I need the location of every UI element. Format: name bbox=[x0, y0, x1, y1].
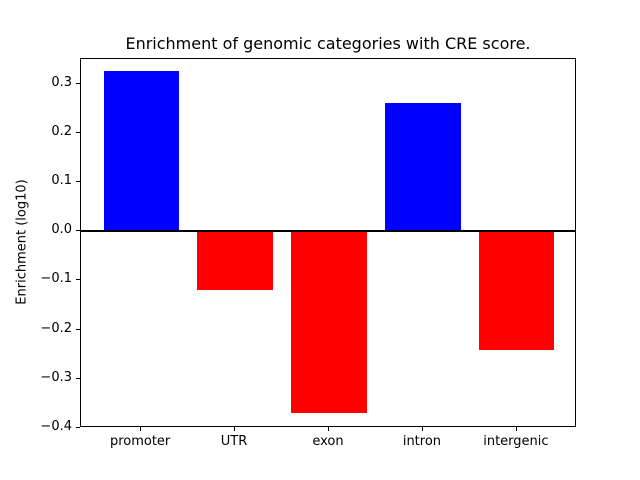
x-tick-label-exon: exon bbox=[312, 434, 344, 449]
bar-exon bbox=[291, 231, 367, 414]
y-tick-mark bbox=[76, 377, 80, 379]
zero-reference-line bbox=[81, 230, 575, 233]
y-tick-label: −0.1 bbox=[40, 271, 72, 287]
y-tick-mark bbox=[76, 181, 80, 182]
x-tick-mark bbox=[328, 427, 329, 431]
plot-area bbox=[80, 58, 576, 427]
y-tick-mark bbox=[76, 328, 80, 330]
bar-promoter bbox=[103, 71, 179, 232]
x-tick-mark bbox=[421, 427, 423, 431]
y-tick-label: −0.3 bbox=[40, 369, 72, 385]
x-tick-mark bbox=[234, 427, 236, 431]
y-tick-mark bbox=[76, 230, 80, 232]
bar-UTR bbox=[197, 231, 273, 291]
x-tick-label-intron: intron bbox=[402, 434, 442, 449]
y-tick-label: 0.3 bbox=[51, 74, 72, 90]
y-axis-label: Enrichment (log10) bbox=[14, 179, 30, 305]
y-tick-mark bbox=[76, 131, 80, 133]
y-tick-label: 0.0 bbox=[51, 222, 72, 238]
y-tick-label: 0.1 bbox=[51, 173, 72, 188]
x-tick-label-UTR: UTR bbox=[220, 434, 248, 449]
y-tick-mark bbox=[76, 279, 80, 281]
x-tick-mark bbox=[515, 427, 517, 431]
y-tick-mark bbox=[76, 82, 80, 84]
x-tick-label-intergenic: intergenic bbox=[483, 434, 549, 449]
y-tick-label: −0.2 bbox=[40, 320, 72, 336]
bar-intergenic bbox=[479, 231, 555, 351]
y-tick-label: −0.4 bbox=[40, 419, 72, 434]
chart-title: Enrichment of genomic categories with CR… bbox=[125, 34, 531, 53]
bar-intron bbox=[385, 103, 461, 232]
x-tick-label-promoter: promoter bbox=[109, 434, 171, 449]
x-tick-mark bbox=[140, 427, 142, 431]
y-tick-label: 0.2 bbox=[51, 123, 72, 139]
y-tick-mark bbox=[76, 427, 80, 428]
